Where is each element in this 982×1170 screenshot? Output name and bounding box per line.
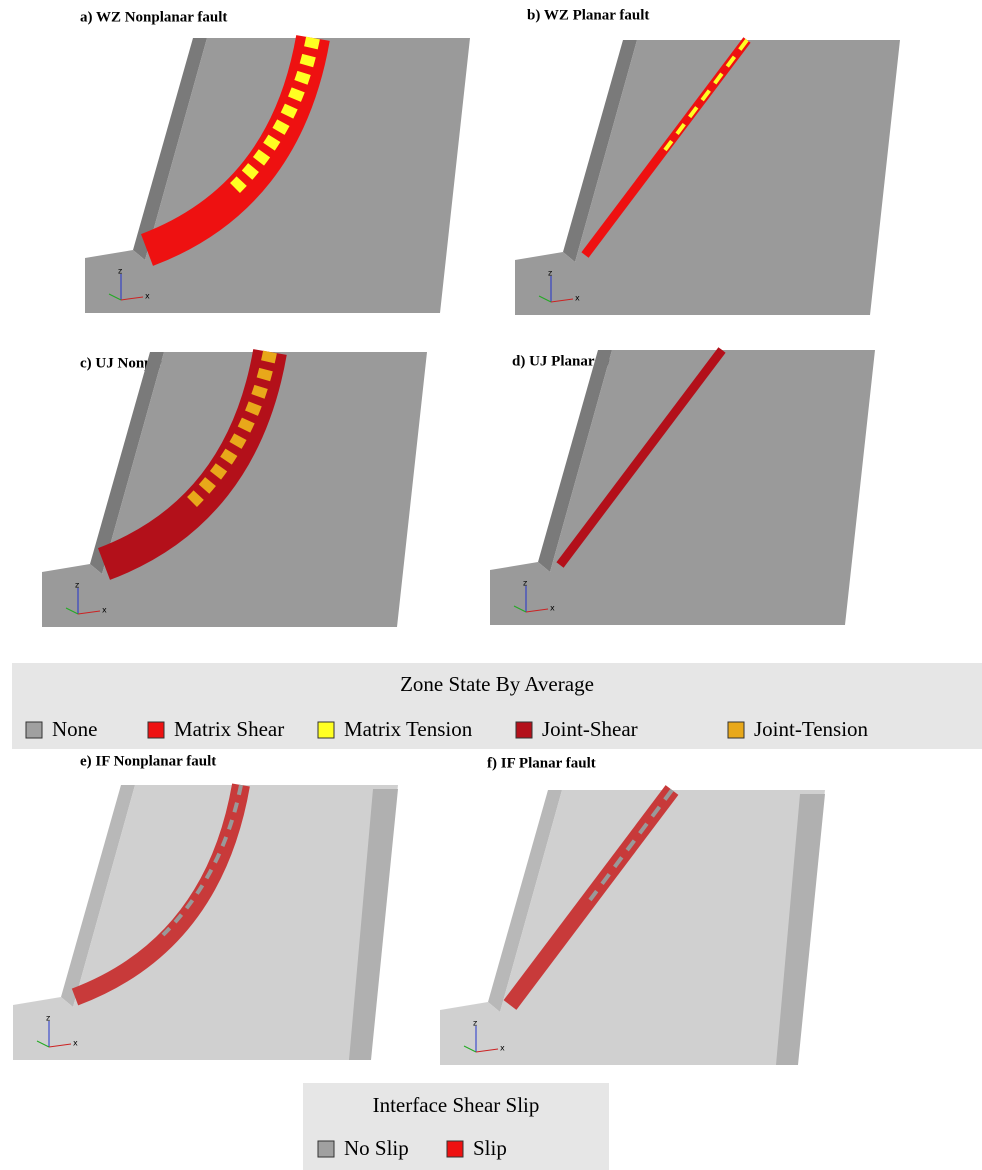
legend-title: Interface Shear Slip bbox=[373, 1093, 540, 1117]
figure: a) WZ Nonplanar faultzxb) WZ Planar faul… bbox=[0, 0, 982, 1170]
panel-title: a) WZ Nonplanar fault bbox=[80, 9, 227, 25]
model-view: zx bbox=[515, 40, 900, 315]
axis-label: x bbox=[73, 1039, 78, 1048]
legend-label: Slip bbox=[473, 1136, 507, 1160]
legend-swatch bbox=[318, 722, 334, 738]
legend-swatch bbox=[318, 1141, 334, 1157]
axis-label: z bbox=[523, 579, 527, 588]
panel-title: f) IF Planar fault bbox=[487, 755, 596, 771]
legend-label: Matrix Shear bbox=[174, 717, 284, 741]
axis-label: x bbox=[500, 1044, 505, 1053]
legend-label: Joint-Tension bbox=[754, 717, 869, 741]
model-view: zx bbox=[85, 38, 470, 313]
legend-label: Matrix Tension bbox=[344, 717, 473, 741]
legend-swatch bbox=[728, 722, 744, 738]
model-face bbox=[13, 785, 398, 1060]
model-face bbox=[42, 352, 427, 627]
model-face bbox=[85, 38, 470, 313]
legend-swatch bbox=[516, 722, 532, 738]
panel-title: e) IF Nonplanar fault bbox=[80, 753, 216, 769]
axis-label: z bbox=[548, 269, 552, 278]
legend-swatch bbox=[26, 722, 42, 738]
legend-title: Zone State By Average bbox=[400, 672, 594, 696]
axis-label: x bbox=[550, 604, 555, 613]
model-view: zx bbox=[490, 350, 875, 625]
model-view: zx bbox=[440, 790, 825, 1065]
model-face bbox=[515, 40, 900, 315]
legend-label: None bbox=[52, 717, 98, 741]
axis-label: x bbox=[575, 294, 580, 303]
model-view: zx bbox=[42, 352, 427, 627]
axis-label: z bbox=[118, 267, 122, 276]
legend-label: No Slip bbox=[344, 1136, 409, 1160]
panel-title: b) WZ Planar fault bbox=[527, 7, 649, 23]
axis-label: x bbox=[145, 292, 150, 301]
axis-label: x bbox=[102, 606, 107, 615]
legend-swatch bbox=[148, 722, 164, 738]
legend-swatch bbox=[447, 1141, 463, 1157]
axis-label: z bbox=[46, 1014, 50, 1023]
model-face bbox=[490, 350, 875, 625]
model-view: zx bbox=[13, 785, 398, 1060]
legend-label: Joint-Shear bbox=[542, 717, 638, 741]
axis-label: z bbox=[473, 1019, 477, 1028]
axis-label: z bbox=[75, 581, 79, 590]
